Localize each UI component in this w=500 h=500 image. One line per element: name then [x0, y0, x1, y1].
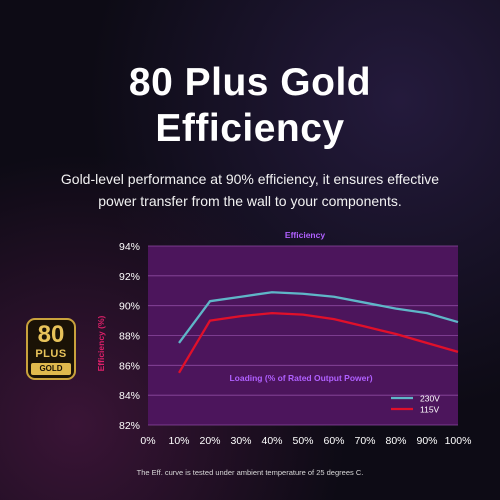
headline-line-1: 80 Plus Gold: [128, 61, 372, 104]
x-tick-label: 60%: [323, 435, 344, 447]
x-tick-label: 70%: [354, 435, 375, 447]
x-axis-label: Loading (% of Rated Output Power): [229, 373, 372, 383]
x-tick-label: 0%: [140, 435, 155, 447]
headline: 80 Plus Gold Efficiency: [0, 60, 500, 152]
y-tick-label: 86%: [119, 360, 140, 372]
badge-gold: GOLD: [31, 363, 71, 375]
x-tick-label: 100%: [445, 435, 472, 447]
badge-number: 80: [37, 321, 65, 348]
y-tick-label: 82%: [119, 420, 140, 432]
footnote: The Eff. curve is tested under ambient t…: [136, 468, 364, 477]
x-tick-label: 20%: [199, 435, 220, 447]
series-line-230V: [178, 291, 459, 344]
x-tick-label: 90%: [416, 435, 437, 447]
subtitle: Gold-level performance at 90% efficiency…: [60, 171, 440, 209]
y-tick-label: 84%: [119, 390, 140, 402]
legend-label: 230V: [420, 394, 440, 404]
x-tick-label: 10%: [168, 435, 189, 447]
y-tick-label: 88%: [119, 331, 140, 343]
y-tick-label: 92%: [119, 271, 140, 283]
x-tick-label: 80%: [385, 435, 406, 447]
legend-label: 115V: [420, 405, 440, 415]
chart-title: Efficiency: [285, 230, 325, 240]
x-tick-label: 50%: [292, 435, 313, 447]
headline-line-2: Efficiency: [155, 107, 345, 150]
80-plus-gold-badge-icon: 80 PLUS GOLD: [26, 318, 76, 380]
series-line-115V: [178, 311, 459, 374]
x-tick-label: 30%: [230, 435, 251, 447]
badge-plus: PLUS: [35, 348, 67, 360]
y-tick-label: 90%: [119, 301, 140, 313]
x-tick-label: 40%: [261, 435, 282, 447]
y-axis-label: Efficiency (%): [96, 315, 106, 371]
y-tick-label: 94%: [119, 241, 140, 253]
